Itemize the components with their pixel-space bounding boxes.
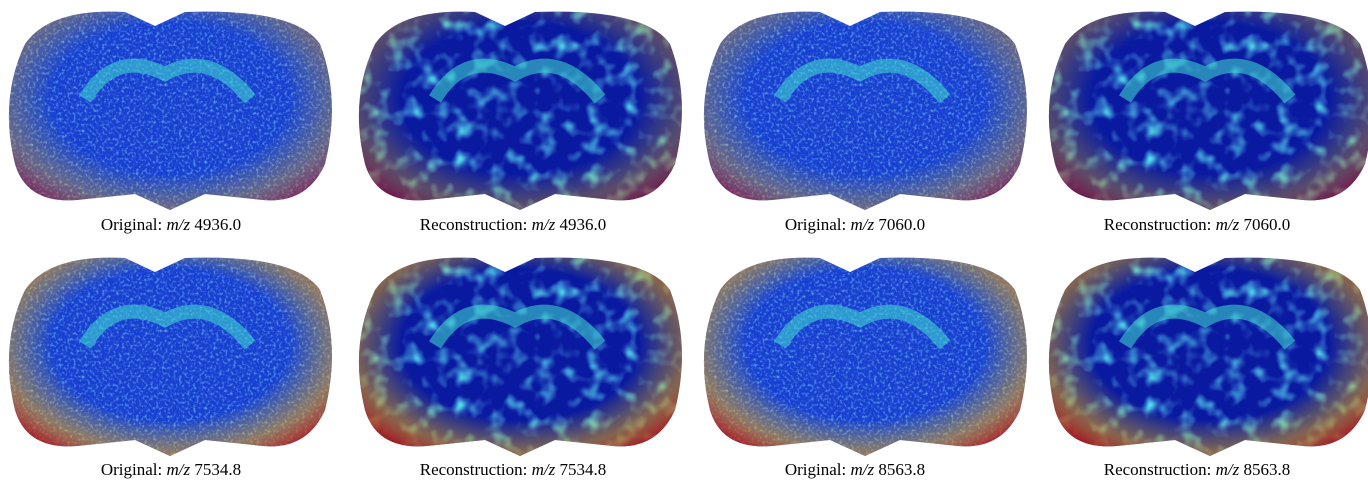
mass-spec-image xyxy=(5,250,335,460)
texture xyxy=(700,4,1030,214)
caption-label: Original: xyxy=(785,215,846,234)
mass-spec-image xyxy=(700,250,1030,460)
caption: Reconstruction: m/z 8563.8 xyxy=(1026,460,1368,480)
edge-intensity xyxy=(1045,250,1368,460)
mass-spec-image xyxy=(700,4,1030,214)
caption-mz: 7534.8 xyxy=(194,460,241,479)
caption: Original: m/z 4936.0 xyxy=(0,215,342,235)
mass-spec-image xyxy=(5,4,335,214)
caption-symbol: m/z xyxy=(851,460,875,479)
caption-mz: 4936.0 xyxy=(194,215,241,234)
caption: Reconstruction: m/z 7534.8 xyxy=(342,460,684,480)
caption-mz: 7060.0 xyxy=(1244,215,1291,234)
caption-mz: 8563.8 xyxy=(878,460,925,479)
mass-spec-image xyxy=(355,4,685,214)
caption-mz: 4936.0 xyxy=(560,215,607,234)
texture xyxy=(5,250,335,460)
texture xyxy=(355,4,685,214)
texture xyxy=(355,250,685,460)
caption-mz: 7060.0 xyxy=(878,215,925,234)
edge-intensity xyxy=(355,4,685,214)
texture xyxy=(700,250,1030,460)
caption-label: Original: xyxy=(101,215,162,234)
figure-art xyxy=(0,0,1368,482)
caption: Original: m/z 7534.8 xyxy=(0,460,342,480)
caption: Original: m/z 7060.0 xyxy=(684,215,1026,235)
caption-symbol: m/z xyxy=(167,215,191,234)
caption-mz: 7534.8 xyxy=(560,460,607,479)
caption-symbol: m/z xyxy=(851,215,875,234)
caption-label: Reconstruction: xyxy=(1104,460,1212,479)
caption: Reconstruction: m/z 4936.0 xyxy=(342,215,684,235)
texture xyxy=(5,4,335,214)
caption-label: Original: xyxy=(785,460,846,479)
edge-intensity xyxy=(355,250,685,460)
mass-spec-image xyxy=(1045,4,1368,214)
mass-spec-image xyxy=(1045,250,1368,460)
caption: Original: m/z 8563.8 xyxy=(684,460,1026,480)
texture xyxy=(1045,250,1368,460)
edge-intensity xyxy=(700,4,1030,214)
mass-spec-image xyxy=(355,250,685,460)
caption: Reconstruction: m/z 7060.0 xyxy=(1026,215,1368,235)
edge-intensity xyxy=(700,250,1030,460)
edge-intensity xyxy=(5,250,335,460)
caption-symbol: m/z xyxy=(532,215,556,234)
figure: Original: m/z 4936.0Reconstruction: m/z … xyxy=(0,0,1368,482)
caption-label: Reconstruction: xyxy=(420,460,528,479)
caption-symbol: m/z xyxy=(532,460,556,479)
caption-symbol: m/z xyxy=(1216,215,1240,234)
edge-intensity xyxy=(1045,4,1368,214)
caption-symbol: m/z xyxy=(167,460,191,479)
edge-intensity xyxy=(5,4,335,214)
caption-label: Reconstruction: xyxy=(1104,215,1212,234)
caption-mz: 8563.8 xyxy=(1244,460,1291,479)
caption-label: Reconstruction: xyxy=(420,215,528,234)
caption-label: Original: xyxy=(101,460,162,479)
caption-symbol: m/z xyxy=(1216,460,1240,479)
texture xyxy=(1045,4,1368,214)
